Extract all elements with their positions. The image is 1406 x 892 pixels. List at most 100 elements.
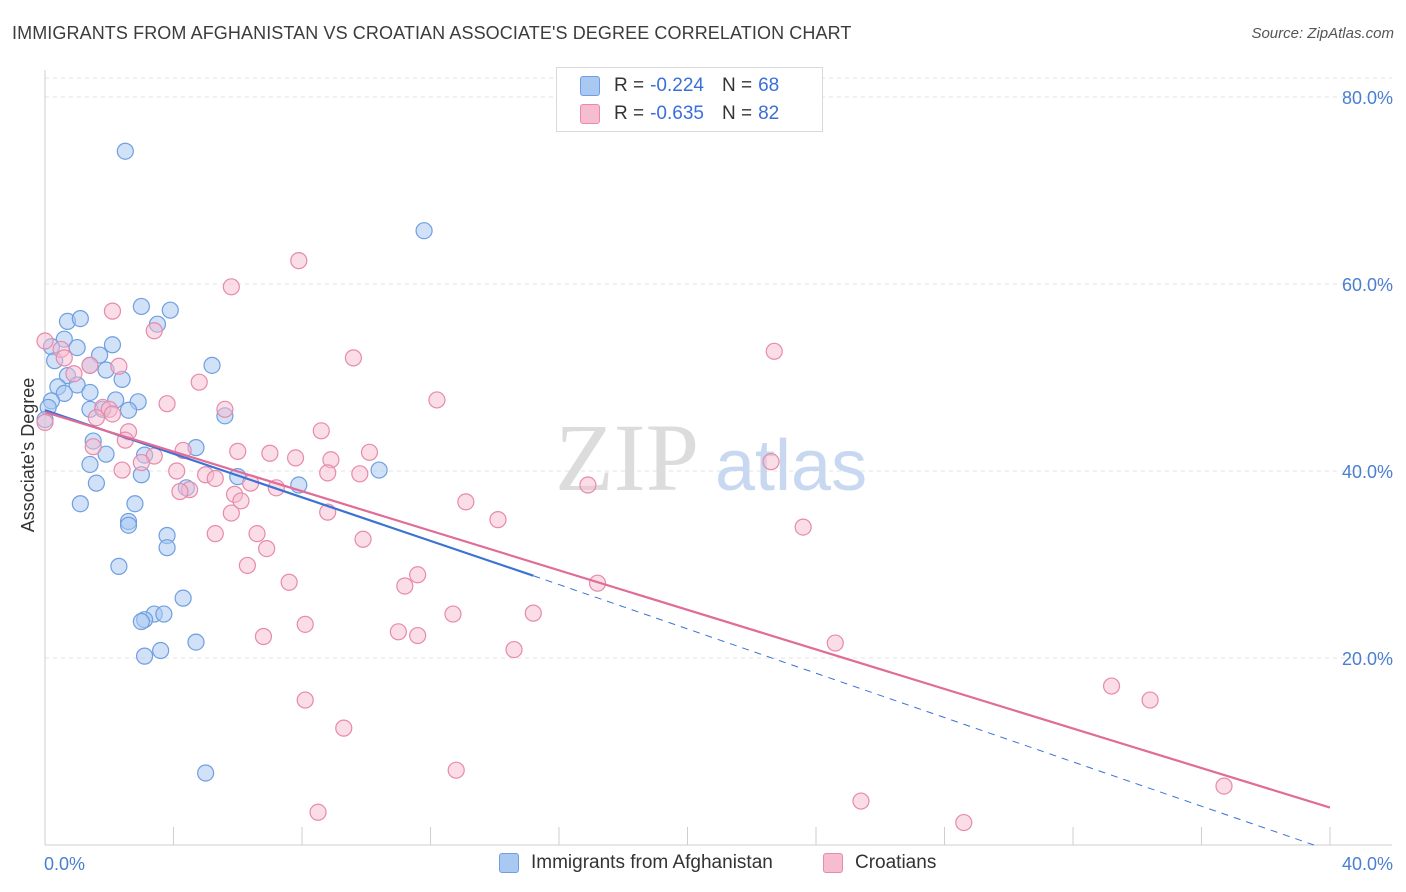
legend-swatch-pink [580,104,600,124]
data-point-croatians [286,449,305,467]
data-point-afghanistan [126,495,144,513]
y-tick-label: 60.0% [1342,275,1393,295]
watermark-zip: ZIP [555,404,699,511]
data-point-croatians [81,356,99,374]
data-point-croatians [113,461,131,479]
series-croatians-points [36,252,1233,832]
legend-row-croatians: R = -0.635 N = 82 [557,100,779,128]
watermark: ZIP atlas [555,404,867,511]
data-point-croatians [351,465,369,483]
data-point-croatians [248,525,266,543]
legend-r-value: -0.635 [650,103,704,124]
data-point-afghanistan [415,222,433,240]
data-point-croatians [344,349,362,367]
data-point-croatians [110,357,128,375]
legend-swatch-pink [823,853,843,873]
data-point-croatians [354,530,372,548]
y-tick-label: 20.0% [1342,649,1393,669]
data-point-croatians [36,332,54,350]
data-point-croatians [168,462,186,480]
data-point-afghanistan [116,142,134,160]
data-point-croatians [132,453,150,472]
data-point-croatians [206,469,224,488]
data-point-croatians [158,395,176,413]
trend-lines [44,409,1331,846]
data-point-croatians [280,573,298,591]
axes [44,70,1392,846]
legend-item-croatians[interactable]: Croatians [823,852,936,874]
legend-r-label: R = [614,103,645,124]
data-point-croatians [222,278,240,296]
legend-swatch-blue [580,76,600,96]
data-point-afghanistan [119,516,138,534]
data-point-afghanistan [81,455,99,474]
data-point-croatians [84,438,102,456]
data-point-afghanistan [158,539,176,557]
data-point-croatians [1102,677,1121,695]
data-point-croatians [524,604,542,622]
data-point-croatians [232,492,250,510]
legend-n-label: N = [721,103,753,124]
data-point-croatians [360,443,379,461]
data-point-croatians [103,302,122,320]
data-point-afghanistan [71,309,89,328]
data-point-afghanistan [370,461,388,479]
data-point-croatians [319,464,337,482]
data-point-croatians [258,540,276,558]
data-point-croatians [65,365,83,383]
data-point-croatians [296,691,314,709]
data-point-afghanistan [55,384,73,402]
data-point-afghanistan [174,589,192,607]
data-point-afghanistan [197,764,215,782]
data-point-afghanistan [87,474,106,492]
data-point-afghanistan [203,356,221,374]
data-point-afghanistan [71,495,89,513]
trend-line-croatians [44,411,1331,809]
legend-n-value: 68 [758,75,780,96]
data-point-afghanistan [187,633,205,651]
data-point-afghanistan [155,605,173,623]
y-tick-label: 40.0% [1342,462,1393,482]
data-point-afghanistan [161,301,179,319]
data-point-croatians [444,605,462,623]
data-point-croatians [238,556,256,575]
legend-n-value: 82 [758,103,780,124]
data-point-croatians [852,792,870,810]
data-point-croatians [826,634,844,652]
legend-label-croatians: Croatians [855,852,937,873]
series-legend: Immigrants from Afghanistan Croatians [0,852,1406,878]
data-point-croatians [216,400,234,418]
data-point-croatians [55,349,73,367]
legend-swatch-blue [499,853,519,873]
y-tick-label: 80.0% [1342,88,1393,108]
data-point-croatians [206,525,224,543]
legend-item-afghanistan[interactable]: Immigrants from Afghanistan [499,852,773,874]
data-point-croatians [428,391,446,409]
data-point-croatians [396,577,414,595]
y-axis-label: Associate's Degree [18,378,38,533]
data-point-croatians [765,342,783,360]
data-point-croatians [222,504,240,522]
data-point-croatians [171,482,189,501]
chart-source: Source: ZipAtlas.com [1251,25,1394,42]
data-point-croatians [103,405,122,423]
data-point-croatians [261,444,279,462]
data-point-croatians [409,566,427,584]
data-point-croatians [254,627,273,646]
data-point-croatians [409,626,427,645]
legend-n-label: N = [721,75,753,96]
data-point-croatians [190,373,208,391]
legend-r-value: -0.224 [650,75,704,96]
data-point-croatians [36,413,54,431]
data-point-afghanistan [110,557,128,575]
data-point-croatians [312,422,330,440]
data-point-croatians [579,476,597,494]
data-point-croatians [489,511,507,529]
trend-line-afghanistan [533,575,1315,846]
stats-legend: R = -0.224 N = 68 R = -0.635 N = 82 [556,67,823,132]
data-point-croatians [794,518,812,536]
data-point-croatians [762,453,780,471]
chart-title: IMMIGRANTS FROM AFGHANISTAN VS CROATIAN … [12,23,852,43]
data-point-afghanistan [152,641,170,660]
